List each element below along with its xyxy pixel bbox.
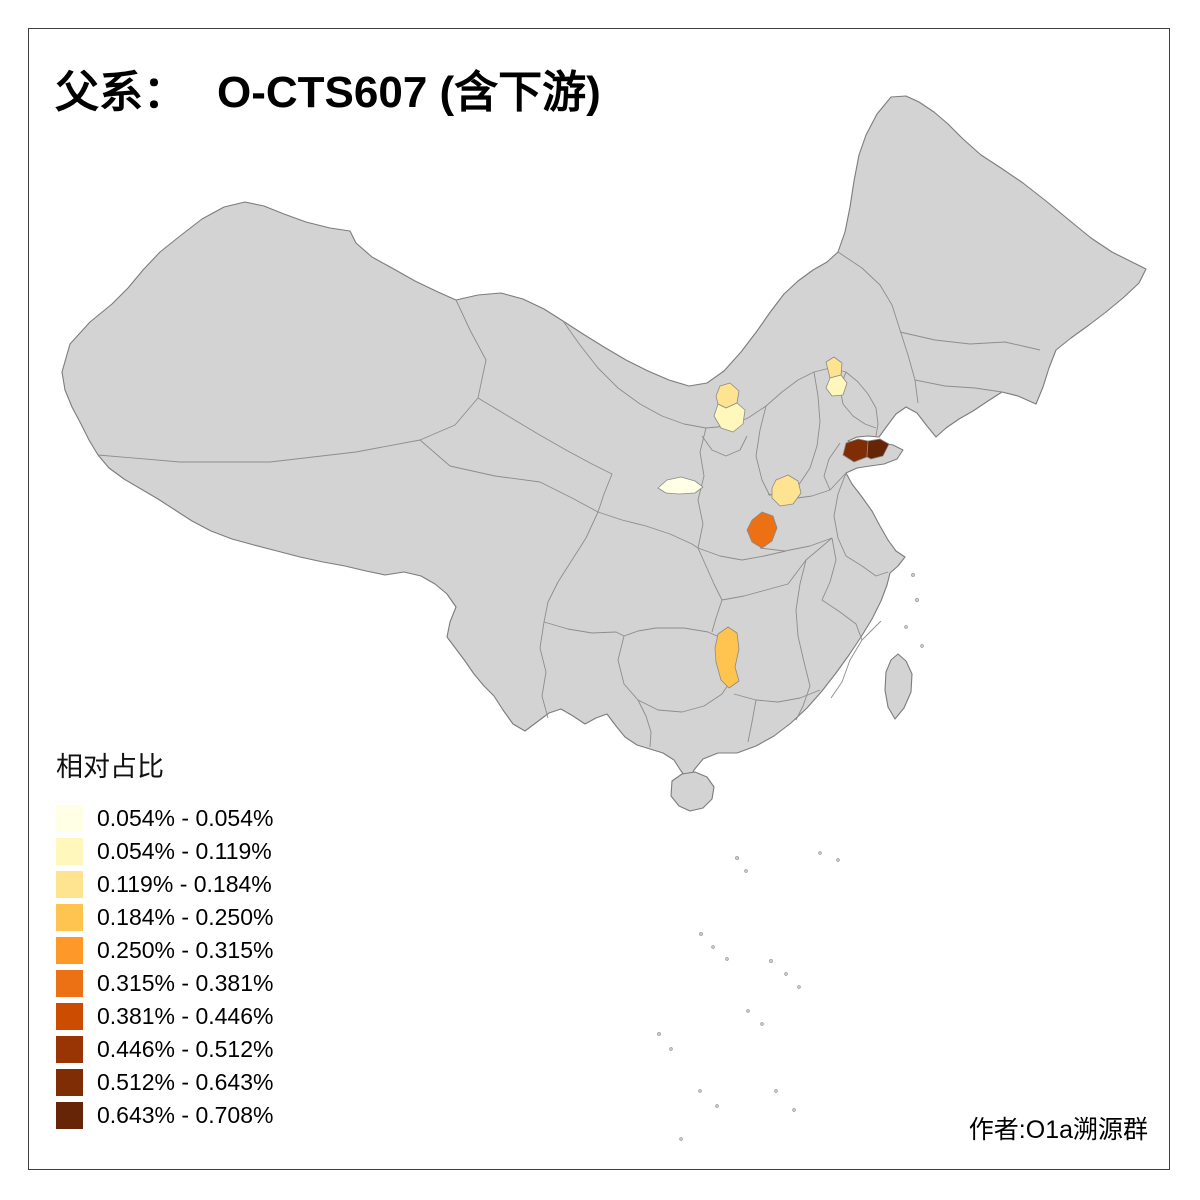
legend-item-label: 0.250% - 0.315% [97,937,274,963]
choropleth-regions [657,356,890,689]
legend-item-label: 0.054% - 0.054% [97,805,274,831]
legend-swatch [56,970,83,997]
legend-item: 0.184% - 0.250% [56,901,273,934]
legend-item: 0.315% - 0.381% [56,967,273,1000]
legend-item: 0.446% - 0.512% [56,1033,273,1066]
legend-item: 0.512% - 0.643% [56,1066,273,1099]
plot-border [28,28,1170,1170]
title-prefix: 父系： [55,68,187,117]
legend-item-label: 0.119% - 0.184% [97,871,272,897]
legend-item-label: 0.446% - 0.512% [97,1036,274,1062]
legend-swatch [56,1036,83,1063]
author-credit: 作者:O1a溯源群 [968,1116,1148,1144]
legend-item-label: 0.315% - 0.381% [97,970,274,996]
legend-item: 0.381% - 0.446% [56,1000,273,1033]
legend-swatch [56,937,83,964]
title-haplogroup: O-CTS607 (含下游) [217,68,601,117]
legend-item: 0.054% - 0.054% [56,802,273,835]
legend-swatch [56,1102,83,1129]
legend-item: 0.119% - 0.184% [56,868,273,901]
legend-item-label: 0.643% - 0.708% [97,1102,274,1128]
china-mainland [61,95,1147,782]
legend-item-label: 0.184% - 0.250% [97,904,274,930]
legend-swatch [56,805,83,832]
legend-item: 0.643% - 0.708% [56,1099,273,1132]
legend-title: 相对占比 [56,752,164,782]
taiwan-island [884,653,913,720]
legend-item-label: 0.054% - 0.119% [97,838,272,864]
legend: 相对占比 0.054% - 0.054% 0.054% - 0.119% 0.1… [56,750,273,1132]
region-central-plain [771,474,802,507]
legend-item: 0.250% - 0.315% [56,934,273,967]
region-west-central-pale [657,476,704,495]
legend-swatch [56,1069,83,1096]
legend-item-label: 0.381% - 0.446% [97,1003,274,1029]
legend-swatch [56,1003,83,1030]
region-northeast-small-lower [825,374,848,397]
legend-item: 0.054% - 0.119% [56,835,273,868]
legend-swatch [56,904,83,931]
legend-item-label: 0.512% - 0.643% [97,1069,274,1095]
legend-swatch [56,838,83,865]
legend-swatch [56,871,83,898]
region-south-central-amber [714,626,740,689]
region-north-central-lower [713,402,746,433]
province-boundaries [97,251,1041,748]
page-title: 父系： O-CTS607 (含下游) [55,56,601,120]
region-northeast-small-upper [825,356,843,379]
region-peninsula-tip [866,438,890,460]
region-central-orange [746,511,778,549]
small-islands [657,573,924,1141]
hainan-island [670,771,715,812]
